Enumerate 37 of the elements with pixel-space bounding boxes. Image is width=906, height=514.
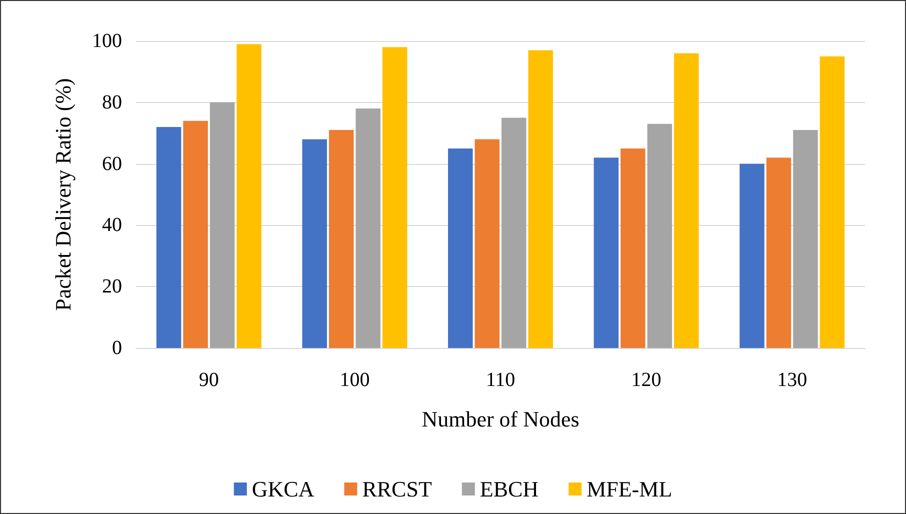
bar — [356, 108, 380, 348]
x-tick-label: 90 — [198, 369, 219, 391]
y-tick-label: 100 — [92, 30, 122, 52]
x-tick-label: 120 — [631, 369, 662, 391]
bar — [647, 124, 672, 348]
x-tick-label: 110 — [486, 369, 516, 391]
y-tick-label: 40 — [102, 214, 122, 236]
bar — [210, 102, 235, 348]
legend-label: MFE-ML — [586, 476, 672, 502]
x-tick-label: 130 — [777, 369, 808, 391]
bar — [302, 139, 327, 348]
bar — [474, 139, 500, 348]
bar — [236, 44, 262, 348]
bar — [766, 158, 792, 348]
y-tick-label: 80 — [102, 91, 122, 114]
bar — [674, 53, 699, 348]
legend-label: EBCH — [480, 476, 539, 502]
x-tick-label: 100 — [340, 369, 370, 391]
y-axis-title: Packet Delivery Ratio (%) — [50, 78, 76, 311]
bar — [156, 126, 182, 348]
legend-label: RRCST — [362, 476, 432, 502]
x-axis-title: Number of Nodes — [422, 406, 580, 432]
y-tick-label: 20 — [102, 276, 122, 298]
bar — [501, 118, 526, 348]
bar — [328, 130, 354, 348]
bar — [820, 56, 845, 348]
y-tick-label: 0 — [112, 337, 122, 359]
bar — [740, 164, 764, 348]
bar — [620, 148, 646, 348]
bar — [183, 120, 208, 348]
y-tick-label: 60 — [102, 152, 122, 175]
bar — [448, 148, 473, 348]
bar — [793, 130, 818, 348]
bar — [382, 47, 408, 348]
bar — [594, 158, 619, 348]
legend-label: GKCA — [252, 476, 314, 502]
bar — [528, 50, 553, 348]
